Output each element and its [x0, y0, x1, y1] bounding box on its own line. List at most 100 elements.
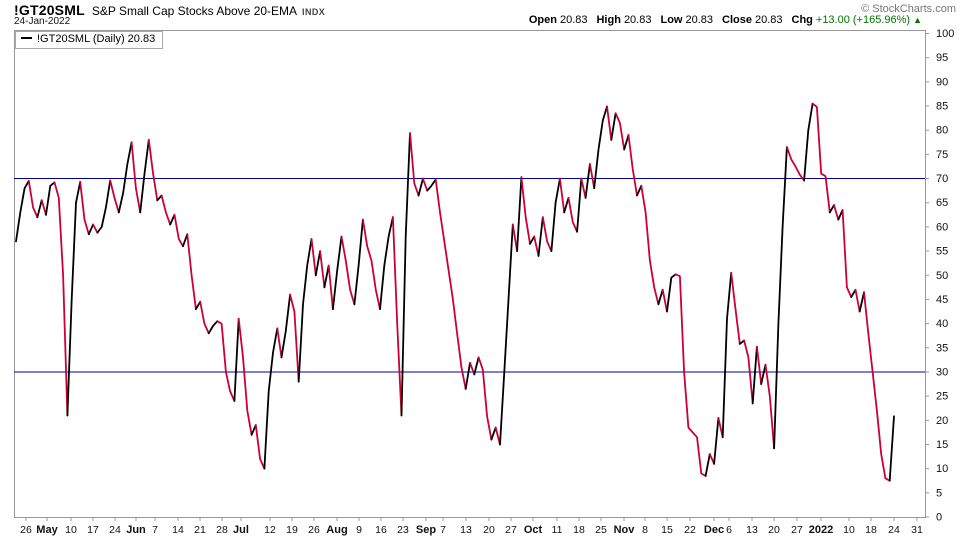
price-line-segment [580, 177, 587, 199]
quote-high: High 20.83 [596, 14, 652, 26]
price-line-segment [276, 327, 283, 359]
price-line-segment [362, 218, 381, 310]
chart-date: 24-Jan-2022 [14, 16, 71, 27]
price-line-segment [340, 235, 356, 306]
x-axis-label: 14 [172, 524, 184, 536]
price-line-segment [833, 204, 840, 221]
price-line-segment [764, 363, 775, 450]
copyright: © StockCharts.com [861, 3, 956, 15]
price-line-segment [537, 216, 544, 257]
price-line-segment [96, 179, 112, 234]
plot-border [14, 30, 926, 518]
y-axis-label: 60 [936, 221, 948, 233]
price-line-segment [400, 132, 411, 417]
x-axis-label: 21 [194, 524, 206, 536]
price-line-segment [87, 223, 94, 236]
x-axis-label: 11 [552, 524, 563, 536]
price-line-segment [327, 264, 334, 310]
price-line-segment [563, 197, 570, 214]
price-line-segment [704, 453, 711, 477]
price-line-segment [516, 176, 523, 252]
chart-title: S&P Small Cap Stocks Above 20-EMA [91, 4, 298, 18]
y-axis-label: 15 [936, 439, 948, 451]
quote-open: Open 20.83 [528, 14, 588, 26]
price-line-segment [254, 424, 266, 470]
x-axis-label: 27 [791, 524, 803, 536]
price-line-segment [53, 181, 69, 417]
price-line-segment [92, 223, 99, 234]
x-axis-label: Jun [126, 524, 146, 536]
x-axis-label: 15 [661, 524, 673, 536]
price-line-segment [323, 264, 330, 289]
price-line-segment [216, 320, 236, 402]
price-line-segment [841, 209, 853, 298]
price-line-segment [511, 223, 518, 252]
price-line-segment [263, 327, 279, 470]
price-line-segment [721, 271, 733, 439]
price-line-segment [610, 112, 617, 141]
price-line-segment [199, 300, 210, 335]
price-line-segment [499, 223, 514, 446]
price-line-segment [606, 105, 613, 141]
x-axis-label: 12 [264, 524, 276, 536]
line-swatch-icon [21, 37, 32, 40]
price-line-segment [576, 177, 583, 233]
price-line-segment [409, 132, 420, 197]
x-axis-label: 26 [308, 524, 320, 536]
price-line-segment [426, 178, 437, 192]
x-axis-label: 23 [397, 524, 409, 536]
x-axis-label: 8 [642, 524, 648, 536]
x-axis-label: 26 [20, 524, 32, 536]
x-axis-label: 2022 [809, 524, 833, 536]
price-line-segment [109, 179, 120, 214]
x-axis-label: 24 [888, 524, 900, 536]
price-line-segment [207, 320, 219, 335]
price-line-segment [182, 233, 189, 248]
y-axis-label: 85 [936, 101, 948, 113]
header-row: !GT20SML S&P Small Cap Stocks Above 20-EM… [14, 2, 325, 18]
price-line-segment [756, 345, 763, 385]
price-line-segment [469, 361, 476, 376]
price-line-segment [36, 199, 43, 219]
x-axis-label: 10 [65, 524, 77, 536]
price-line-segment [786, 146, 805, 182]
x-axis-label: 27 [505, 524, 517, 536]
x-axis-label: May [36, 524, 58, 536]
price-line-segment [297, 238, 313, 383]
y-axis-label: 35 [936, 342, 948, 354]
price-line-segment [130, 141, 142, 214]
price-line-segment [139, 139, 150, 214]
price-line-segment [730, 271, 741, 345]
price-line-segment [828, 204, 835, 214]
x-axis-label: 19 [286, 524, 298, 536]
price-line-segment [490, 426, 497, 441]
x-axis-label: 25 [595, 524, 607, 536]
x-axis-label: 24 [109, 524, 121, 536]
price-line-segment [674, 273, 707, 477]
price-line-segment [713, 417, 720, 465]
y-axis-label: 0 [936, 512, 942, 524]
y-axis-label: 95 [936, 52, 948, 64]
x-axis-label: Dec [704, 524, 724, 536]
x-axis-label: 18 [865, 524, 877, 536]
price-line-segment [863, 291, 891, 482]
x-axis-label: 13 [460, 524, 472, 536]
x-axis-label: Oct [524, 524, 543, 536]
price-line-segment [584, 163, 591, 199]
x-axis-label: 7 [440, 524, 446, 536]
price-line-segment [529, 235, 536, 245]
price-line-segment [533, 235, 540, 257]
price-line-segment [173, 213, 184, 248]
y-axis-label: 70 [936, 173, 948, 185]
price-line-segment [589, 163, 596, 190]
price-line-segment [332, 235, 343, 310]
price-line-segment [417, 177, 424, 197]
y-axis-label: 5 [936, 487, 942, 499]
x-axis-label: 22 [684, 524, 696, 536]
price-line-segment [40, 199, 47, 216]
price-line-segment [45, 181, 56, 216]
price-line-segment [559, 177, 566, 214]
x-axis-label: 16 [375, 524, 387, 536]
price-line-segment [751, 345, 758, 405]
